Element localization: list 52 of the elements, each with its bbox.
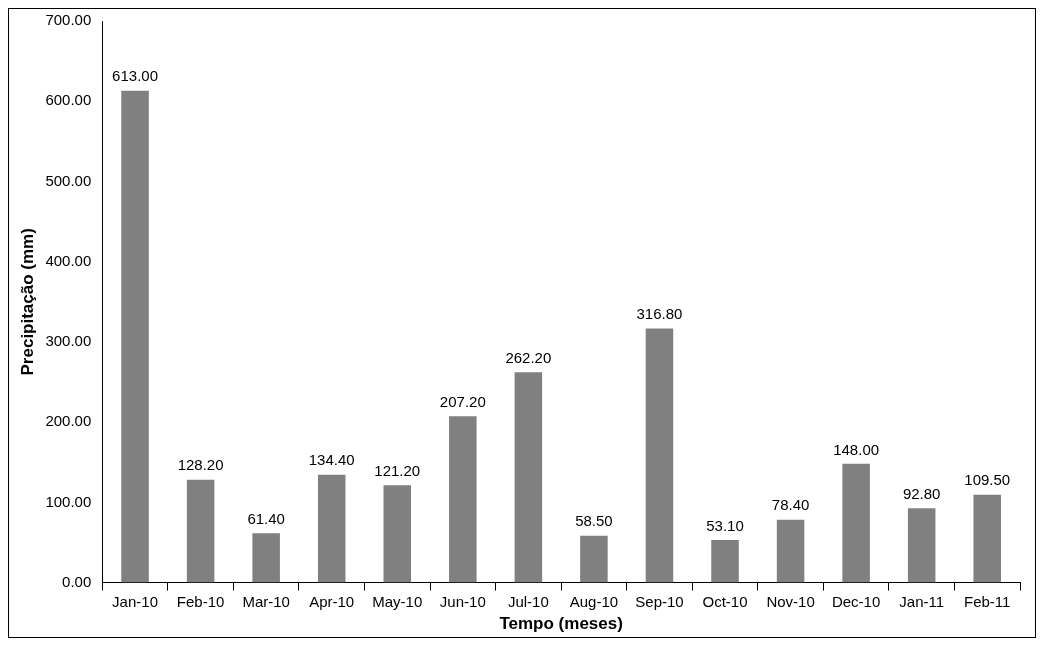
bar — [645, 328, 674, 583]
data-label: 58.50 — [575, 512, 613, 530]
data-label: 262.20 — [505, 348, 552, 366]
bar — [776, 519, 805, 583]
x-tick-label: May-10 — [372, 592, 423, 610]
data-label: 92.80 — [902, 484, 941, 502]
y-tick-label: 500.00 — [45, 171, 92, 189]
data-label: 61.40 — [247, 509, 285, 527]
x-axis-title: Tempo (meses) — [499, 614, 623, 634]
data-label: 316.80 — [636, 305, 683, 323]
x-tick-label: Oct-10 — [702, 592, 748, 610]
y-axis-title: Precipitação (mm) — [17, 228, 37, 376]
data-label: 613.00 — [112, 67, 158, 85]
bar — [514, 372, 543, 583]
x-tick-label: Nov-10 — [766, 592, 815, 610]
y-tick-label: 400.00 — [45, 251, 92, 269]
x-tick-label: Jan-11 — [899, 592, 945, 610]
x-tick-label: Apr-10 — [309, 592, 355, 610]
y-tick-label: 0.00 — [62, 572, 92, 590]
x-tick-label: Aug-10 — [569, 592, 619, 610]
x-tick-label: Dec-10 — [831, 592, 881, 610]
x-tick-label: Jan-10 — [112, 592, 158, 610]
data-label: 134.40 — [308, 451, 355, 469]
bar — [580, 535, 608, 583]
x-tick-label: Feb-10 — [176, 592, 225, 610]
x-tick-label: Sep-10 — [635, 592, 684, 610]
data-label: 121.20 — [374, 462, 421, 479]
bar — [449, 416, 477, 583]
x-tick-label: Mar-10 — [242, 592, 290, 610]
bar — [186, 479, 215, 583]
bar — [842, 463, 870, 583]
data-label: 207.20 — [439, 393, 486, 411]
y-tick-label: 300.00 — [45, 332, 92, 350]
x-tick-label: Feb-11 — [964, 592, 1011, 610]
y-tick-label: 100.00 — [45, 492, 92, 510]
x-tick-label: Jun-10 — [439, 592, 486, 610]
y-tick-label: 600.00 — [45, 91, 92, 109]
data-label: 78.40 — [771, 496, 810, 514]
bar — [383, 485, 412, 583]
bar — [252, 533, 280, 583]
bar — [711, 540, 739, 583]
data-label: 128.20 — [177, 456, 224, 474]
data-label: 53.10 — [706, 516, 744, 534]
y-tick-label: 200.00 — [45, 412, 92, 430]
bar — [973, 494, 1001, 583]
data-label: 148.00 — [833, 440, 880, 458]
data-label: 109.50 — [964, 471, 1011, 489]
bar — [121, 90, 149, 583]
bar — [907, 508, 936, 583]
bar — [317, 474, 346, 583]
x-tick-label: Jul-10 — [507, 592, 549, 610]
y-tick-label: 700.00 — [45, 11, 92, 29]
